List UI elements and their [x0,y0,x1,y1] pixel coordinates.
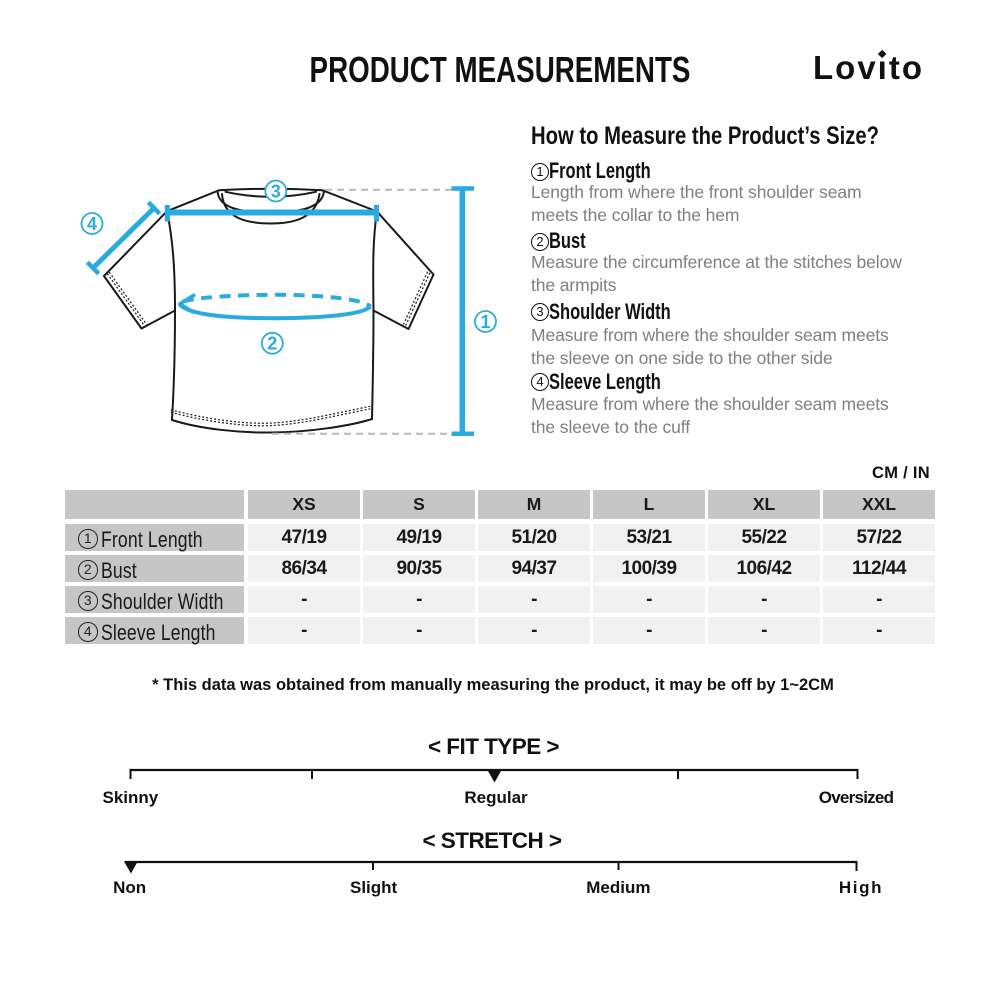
svg-text:3: 3 [271,182,281,202]
svg-text:1: 1 [480,312,490,332]
svg-text:2: 2 [267,334,277,354]
svg-text:4: 4 [87,214,97,234]
